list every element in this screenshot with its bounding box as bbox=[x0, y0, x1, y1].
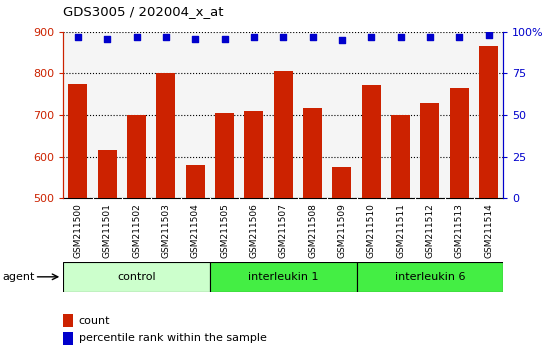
Text: agent: agent bbox=[3, 272, 35, 282]
Point bbox=[132, 34, 141, 40]
Bar bbox=[63, 314, 73, 327]
Bar bbox=[356, 262, 503, 292]
Bar bbox=[186, 165, 205, 354]
Point bbox=[396, 34, 405, 40]
Point bbox=[279, 34, 288, 40]
Text: GSM211503: GSM211503 bbox=[161, 203, 170, 258]
Text: GSM211508: GSM211508 bbox=[308, 203, 317, 258]
Point bbox=[308, 34, 317, 40]
Point bbox=[338, 37, 346, 43]
Bar bbox=[127, 115, 146, 354]
Bar bbox=[244, 111, 263, 354]
Text: GSM211513: GSM211513 bbox=[455, 203, 464, 258]
Point bbox=[162, 34, 170, 40]
Bar bbox=[156, 74, 175, 354]
Text: GSM211511: GSM211511 bbox=[396, 203, 405, 258]
Text: percentile rank within the sample: percentile rank within the sample bbox=[79, 333, 267, 343]
Bar bbox=[450, 88, 469, 354]
Text: GSM211501: GSM211501 bbox=[103, 203, 112, 258]
Text: GSM211500: GSM211500 bbox=[73, 203, 82, 258]
Text: GSM211504: GSM211504 bbox=[191, 203, 200, 258]
Text: GSM211510: GSM211510 bbox=[367, 203, 376, 258]
Bar bbox=[479, 46, 498, 354]
Point bbox=[484, 32, 493, 38]
Text: GDS3005 / 202004_x_at: GDS3005 / 202004_x_at bbox=[63, 5, 224, 18]
Text: GSM211506: GSM211506 bbox=[249, 203, 258, 258]
Bar bbox=[63, 262, 210, 292]
Bar bbox=[210, 262, 356, 292]
Text: interleukin 1: interleukin 1 bbox=[248, 272, 318, 282]
Bar bbox=[332, 167, 351, 354]
Text: interleukin 6: interleukin 6 bbox=[395, 272, 465, 282]
Bar bbox=[274, 72, 293, 354]
Bar bbox=[420, 103, 439, 354]
Point bbox=[74, 34, 82, 40]
Point bbox=[103, 36, 112, 41]
Bar bbox=[391, 115, 410, 354]
Text: GSM211505: GSM211505 bbox=[220, 203, 229, 258]
Text: GSM211509: GSM211509 bbox=[337, 203, 346, 258]
Point bbox=[455, 34, 464, 40]
Text: GSM211507: GSM211507 bbox=[279, 203, 288, 258]
Bar bbox=[98, 150, 117, 354]
Text: GSM211512: GSM211512 bbox=[425, 203, 435, 258]
Text: GSM211502: GSM211502 bbox=[132, 203, 141, 258]
Bar bbox=[63, 332, 73, 345]
Bar bbox=[303, 108, 322, 354]
Point bbox=[220, 36, 229, 41]
Bar bbox=[362, 85, 381, 354]
Point bbox=[250, 34, 258, 40]
Text: count: count bbox=[79, 316, 110, 326]
Bar bbox=[68, 84, 87, 354]
Point bbox=[191, 36, 200, 41]
Text: control: control bbox=[117, 272, 156, 282]
Point bbox=[367, 34, 376, 40]
Bar bbox=[215, 113, 234, 354]
Text: GSM211514: GSM211514 bbox=[484, 203, 493, 258]
Point bbox=[426, 34, 434, 40]
